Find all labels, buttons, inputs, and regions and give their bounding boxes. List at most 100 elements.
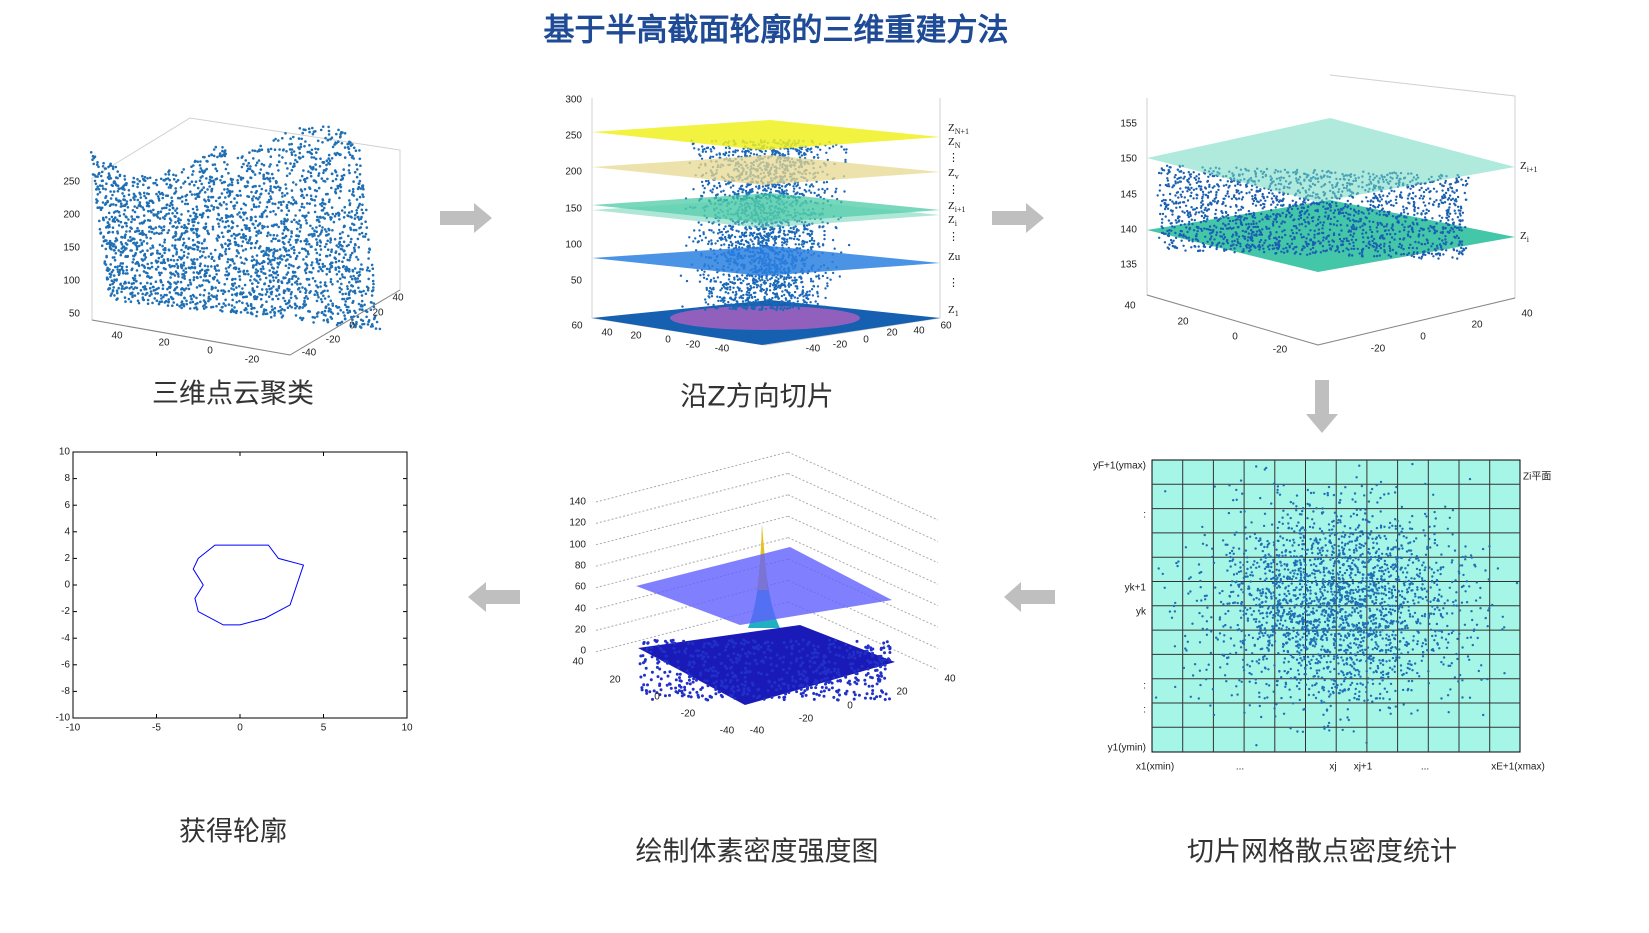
point (327, 133, 331, 136)
point (343, 132, 347, 135)
point (210, 176, 214, 179)
point (270, 263, 273, 266)
point (360, 263, 363, 266)
point (275, 270, 279, 274)
point (758, 184, 761, 188)
point (199, 262, 202, 266)
point (192, 224, 195, 227)
point (183, 223, 186, 227)
point (134, 280, 138, 283)
point (176, 178, 180, 182)
point (100, 179, 104, 183)
point (162, 258, 166, 262)
point (116, 265, 119, 269)
point (834, 190, 837, 193)
point (326, 177, 329, 181)
point (353, 250, 357, 253)
point (313, 199, 317, 202)
point (143, 253, 146, 257)
point (724, 146, 728, 149)
point (808, 290, 811, 293)
point (284, 183, 287, 186)
point (740, 239, 743, 243)
point (279, 305, 282, 309)
point (316, 293, 319, 297)
point (358, 149, 361, 152)
point (291, 275, 295, 278)
point (174, 187, 177, 190)
point (272, 233, 276, 237)
point (190, 229, 193, 232)
point (255, 239, 259, 243)
point (309, 245, 313, 249)
point (1186, 190, 1189, 193)
point (195, 245, 199, 248)
point (255, 254, 259, 257)
point (210, 265, 213, 268)
point (791, 306, 795, 309)
point (322, 206, 326, 210)
point (825, 151, 828, 154)
point (720, 236, 723, 239)
point (141, 263, 144, 267)
point (236, 224, 239, 228)
point (731, 228, 734, 231)
tick-label: -40 (806, 344, 821, 355)
point (260, 215, 264, 219)
point (706, 146, 710, 149)
point (251, 255, 254, 258)
point (118, 214, 122, 217)
point (780, 306, 783, 309)
point (844, 151, 848, 154)
point (121, 262, 125, 265)
point (99, 206, 103, 210)
point (305, 237, 308, 241)
point (704, 298, 707, 301)
point (783, 233, 786, 237)
point (685, 244, 688, 247)
point (310, 263, 313, 267)
point (155, 192, 158, 196)
point (331, 304, 335, 307)
point (710, 290, 713, 294)
point (254, 191, 258, 194)
point (144, 256, 148, 259)
point (780, 300, 783, 303)
point (173, 244, 177, 247)
point (731, 225, 734, 229)
point (272, 285, 275, 288)
point (768, 285, 772, 288)
point (142, 214, 146, 217)
point (202, 212, 205, 215)
point (714, 307, 717, 310)
point (114, 252, 118, 255)
point (231, 298, 234, 302)
point (308, 291, 311, 295)
plane-label: Zi+1 (948, 200, 965, 214)
point (310, 261, 314, 264)
point (702, 232, 705, 236)
point (734, 149, 737, 152)
point (819, 195, 822, 199)
point (704, 301, 708, 304)
point (112, 274, 116, 277)
point (329, 218, 333, 221)
point (245, 308, 248, 311)
point (309, 171, 313, 175)
point (756, 191, 759, 194)
point (331, 261, 334, 265)
point (189, 214, 192, 218)
point (150, 199, 154, 203)
point (287, 249, 291, 252)
point (733, 276, 736, 279)
tick-label: -20 (686, 340, 701, 351)
point (761, 241, 764, 245)
point (106, 224, 109, 228)
point (175, 262, 178, 266)
point (259, 168, 263, 171)
point (333, 214, 337, 218)
point (108, 164, 112, 167)
point (225, 270, 229, 273)
point (235, 254, 238, 258)
point (306, 250, 310, 253)
